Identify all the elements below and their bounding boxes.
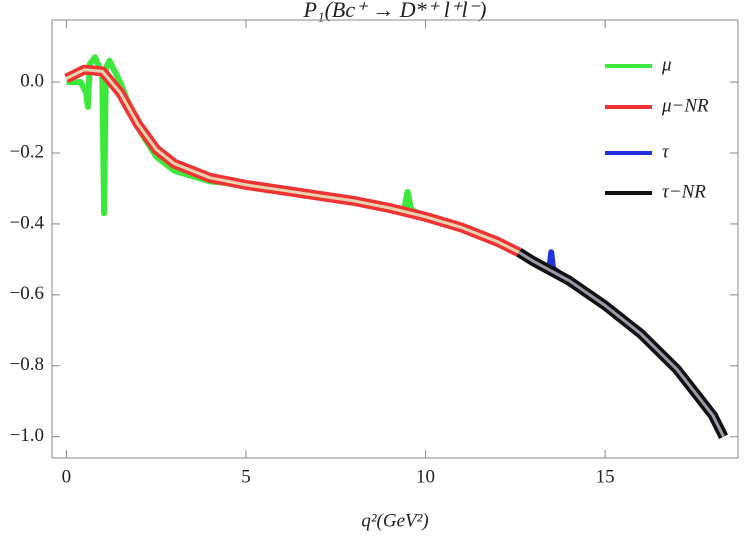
x-tick-label: 15 xyxy=(596,466,615,487)
x-tick-label: 0 xyxy=(62,466,72,487)
y-tick-label: 0.0 xyxy=(20,70,44,91)
y-tick-label: −0.8 xyxy=(10,354,44,375)
legend-label: μ xyxy=(661,54,672,75)
x-axis-label: q²(GeV²) xyxy=(361,510,428,531)
y-tick-label: −0.2 xyxy=(10,141,44,162)
chart-title: P₁(Bc⁺ → D*⁺ l⁺l⁻) xyxy=(302,0,486,22)
y-tick-label: −1.0 xyxy=(10,425,44,446)
series-band-core xyxy=(65,68,520,254)
series-line xyxy=(66,54,521,255)
y-tick-label: −0.6 xyxy=(10,283,44,304)
plot-frame xyxy=(51,19,739,459)
legend-label: τ xyxy=(662,141,670,162)
y-tick-label: −0.4 xyxy=(10,212,45,233)
legend-label: τ−NR xyxy=(662,181,706,202)
legend-label: μ−NR xyxy=(661,95,709,116)
series-band-core xyxy=(518,251,725,438)
x-tick-label: 5 xyxy=(241,466,251,487)
x-tick-label: 10 xyxy=(416,466,435,487)
series-line xyxy=(517,249,727,439)
series-line xyxy=(516,248,729,439)
